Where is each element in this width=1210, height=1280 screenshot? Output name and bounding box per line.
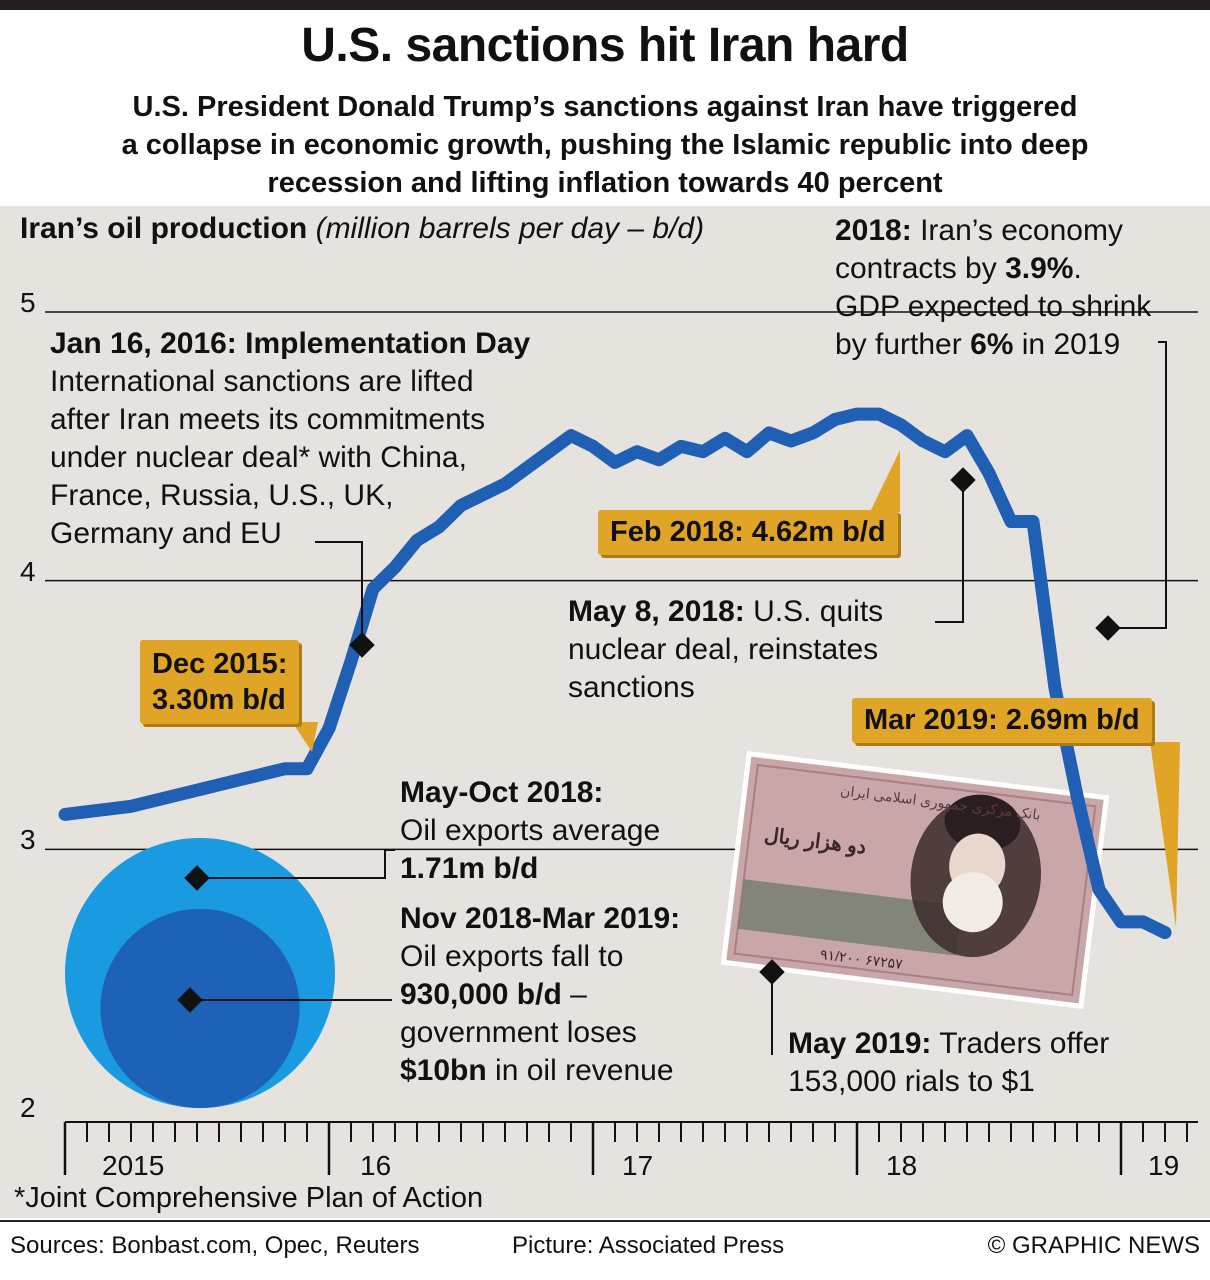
portrait-beard: [942, 872, 1003, 933]
callout-mar2019: Mar 2019: 2.69m b/d: [852, 698, 1152, 743]
annotation-text: in oil revenue: [486, 1054, 674, 1087]
footer-picture: Picture: Associated Press: [512, 1232, 785, 1259]
subtitle-line: recession and lifting inflation towards …: [267, 167, 943, 199]
pointer-feb2018: [870, 450, 900, 512]
chart-title-main: Iran’s oil production: [20, 212, 308, 245]
annotation-bold: May 2019:: [788, 1027, 932, 1060]
callout-dec2015-line: Dec 2015:: [152, 648, 288, 680]
chart-title: Iran’s oil production (million barrels p…: [20, 212, 704, 246]
y-tick-label: 5: [20, 287, 36, 318]
annotation-line: after Iran meets its commitments: [50, 403, 486, 436]
annotation-line: Oil exports fall to: [400, 940, 624, 973]
series-line-oil-production: [58, 407, 1172, 940]
banknote-border: [733, 763, 1097, 997]
leader-exports-high: [197, 849, 395, 879]
annotation-text: by further: [835, 328, 971, 361]
annotation-text: in 2019: [1013, 328, 1121, 361]
subtitle-line: a collapse in economic growth, pushing t…: [121, 129, 1089, 161]
annotation-text: Iran’s economy: [911, 214, 1123, 247]
callout-feb2018: Feb 2018: 4.62m b/d: [598, 510, 898, 555]
annotation-rial: May 2019: Traders offer 153,000 rials to…: [788, 1025, 1109, 1101]
annotation-head: May-Oct 2018:: [400, 776, 604, 809]
banknote-image: بانک مرکزی جمهوری اسلامی ایران دو هزار ر…: [720, 751, 1110, 1009]
annotation-bold: $10bn: [400, 1054, 487, 1087]
page-subtitle: U.S. President Donald Trump’s sanctions …: [20, 88, 1190, 202]
annotation-line: France, Russia, U.S., UK,: [50, 479, 394, 512]
annotation-exports-low: Nov 2018-Mar 2019: Oil exports fall to 9…: [400, 900, 680, 1090]
portrait-turban: [944, 794, 1021, 851]
y-tick-label: 4: [20, 556, 36, 587]
chart-title-units: (million barrels per day – b/d): [315, 212, 705, 245]
footnote: *Joint Comprehensive Plan of Action: [14, 1182, 484, 1214]
page-title: U.S. sanctions hit Iran hard: [301, 19, 909, 72]
annotation-line: 1.71m b/d: [400, 852, 539, 885]
top-rule: [0, 0, 1210, 10]
footer-sources: Sources: Bonbast.com, Opec, Reuters: [10, 1232, 420, 1259]
annotation-text: .: [1073, 252, 1082, 285]
banknote-strip: [737, 879, 963, 956]
annotation-line: International sanctions are lifted: [50, 365, 474, 398]
marker-implementation: [349, 632, 375, 658]
annotation-line: Germany and EU: [50, 517, 282, 550]
bubble-exports-nov-mar-2019: [100, 908, 300, 1108]
annotation-may2018: May 8, 2018: U.S. quits nuclear deal, re…: [568, 593, 883, 707]
footer-credit: © GRAPHIC NEWS: [987, 1232, 1200, 1259]
pointer-dec2015: [292, 722, 318, 752]
annotation-text: U.S. quits: [744, 595, 884, 628]
marker-rial: [759, 959, 785, 985]
annotation-implementation: Jan 16, 2016: Implementation Day Interna…: [50, 325, 530, 553]
annotation-exports-high: May-Oct 2018: Oil exports average 1.71m …: [400, 774, 660, 888]
callout-dec2015-line: 3.30m b/d: [152, 684, 286, 716]
y-tick-label: 2: [20, 1092, 36, 1123]
annotation-text: –: [561, 978, 587, 1011]
annotation-bold: 6%: [970, 328, 1014, 361]
annotation-head: Jan 16, 2016: Implementation Day: [50, 327, 531, 360]
footer-rule: [0, 1220, 1210, 1222]
annotation-bold: May 8, 2018:: [568, 595, 745, 628]
marker-exports-high: [184, 865, 210, 891]
marker-may2018: [950, 467, 976, 493]
annotation-line: Oil exports average: [400, 814, 661, 847]
x-tick-label: 19: [1148, 1150, 1180, 1181]
annotation-bold: 2018:: [835, 214, 912, 247]
annotation-head: Nov 2018-Mar 2019:: [400, 902, 681, 935]
annotation-line: GDP expected to shrink: [835, 290, 1152, 323]
annotation-bold: 930,000 b/d: [400, 978, 562, 1011]
annotation-line: nuclear deal, reinstates: [568, 633, 879, 666]
annotation-bold: 3.9%: [1005, 252, 1074, 285]
annotation-text: contracts by: [835, 252, 1006, 285]
leader-implementation: [315, 541, 363, 645]
leader-may2018: [935, 480, 964, 623]
marker-economy: [1095, 615, 1121, 641]
x-tick-label: 18: [886, 1150, 918, 1181]
annotation-line: 153,000 rials to $1: [788, 1065, 1035, 1098]
pointer-mar2019: [1150, 742, 1180, 928]
leader-economy: [1108, 341, 1167, 629]
x-tick-label: 17: [622, 1150, 654, 1181]
annotation-line: sanctions: [568, 671, 695, 704]
x-tick-label: 16: [360, 1150, 392, 1181]
annotation-line: government loses: [400, 1016, 637, 1049]
x-tick-label: 2015: [102, 1150, 165, 1181]
annotation-economy: 2018: Iran’s economy contracts by 3.9%. …: [835, 212, 1151, 364]
marker-exports-low: [177, 987, 203, 1013]
y-tick-label: 3: [20, 824, 36, 855]
subtitle-line: U.S. President Donald Trump’s sanctions …: [132, 91, 1078, 123]
annotation-line: under nuclear deal* with China,: [50, 441, 467, 474]
callout-dec2015: Dec 2015: 3.30m b/d: [140, 640, 300, 724]
annotation-text: Traders offer: [931, 1027, 1110, 1060]
